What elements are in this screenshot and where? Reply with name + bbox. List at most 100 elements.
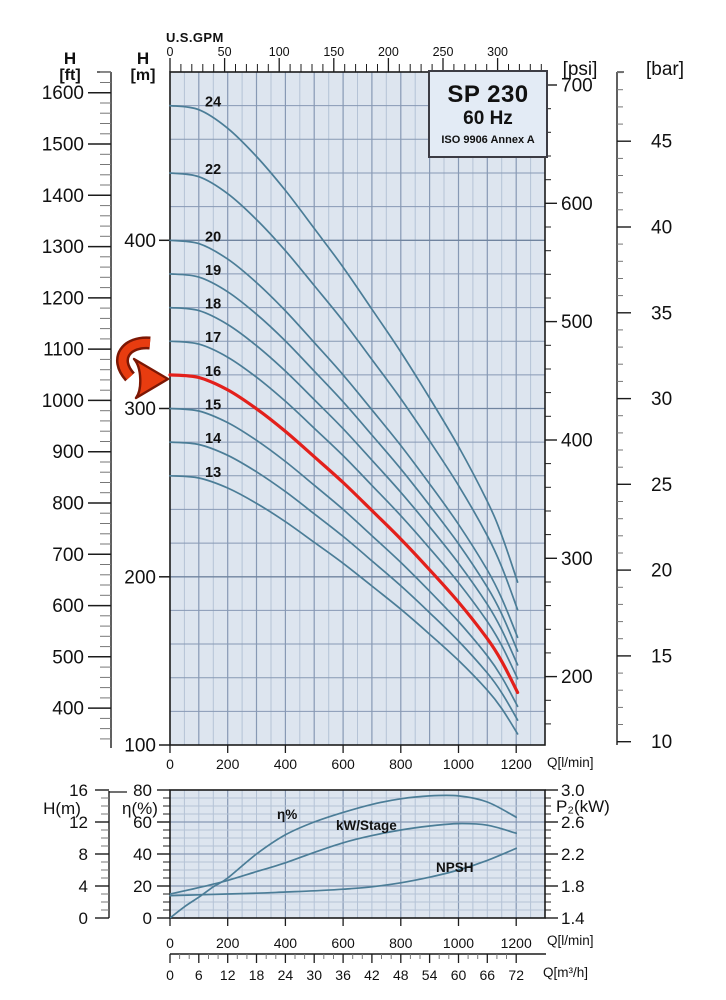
- main-lmin-tick-label: 400: [274, 756, 298, 772]
- flow-lmin-axis-label: Q[l/min]: [547, 755, 594, 770]
- hm-tick-label: 0: [79, 909, 88, 928]
- pump-curve-19-stages: [169, 273, 519, 652]
- hm-tick-label: 8: [79, 845, 88, 864]
- bar-tick-label: 10: [651, 732, 672, 753]
- perf-lmin-tick-label: 200: [216, 935, 240, 951]
- ft-tick-label: 600: [52, 596, 84, 617]
- psi-tick-label: 400: [561, 431, 593, 452]
- gpm-tick-label: 250: [433, 45, 454, 59]
- us-gpm-axis-header: U.S.GPM: [166, 30, 224, 45]
- perf-lmin-tick-label: 400: [274, 935, 298, 951]
- test-standard: ISO 9906 Annex A: [441, 134, 535, 146]
- main-lmin-tick-label: 600: [331, 756, 355, 772]
- perf-lmin-tick-label: 1000: [443, 935, 474, 951]
- npsh-curve: [169, 847, 518, 897]
- stage-label-22: 22: [205, 162, 221, 178]
- main-lmin-tick-label: 800: [389, 756, 413, 772]
- bar-tick-label: 40: [651, 218, 672, 239]
- m3h-tick-label: 60: [451, 967, 467, 983]
- flow-m3h-axis-label: Q[m³/h]: [543, 965, 589, 980]
- psi-axis-header: [psi]: [562, 59, 598, 80]
- main-lmin-tick-label: 200: [216, 756, 240, 772]
- perf-lmin-tick-label: 600: [331, 935, 355, 951]
- bar-tick-label: 45: [651, 132, 672, 153]
- psi-tick-label: 700: [561, 76, 593, 97]
- psi-tick-label: 200: [561, 667, 593, 688]
- m3h-tick-label: 24: [278, 967, 294, 983]
- ft-tick-label: 1100: [43, 340, 84, 361]
- ft-tick-label: 1000: [42, 391, 84, 412]
- kw-per-stage-curve-label: kW/Stage: [336, 818, 397, 833]
- bar-tick-label: 35: [651, 303, 672, 324]
- pump-frequency: 60 Hz: [463, 108, 513, 129]
- ft-tick-label: 1200: [42, 288, 84, 309]
- pump-curve-24-stages: [169, 104, 519, 583]
- efficiency-axis-header: η(%): [122, 799, 158, 818]
- head-symbol: H: [63, 49, 77, 68]
- power-axis-header: P₂(kW): [556, 797, 610, 816]
- hm-tick-label: 4: [79, 877, 88, 896]
- m3h-tick-label: 0: [166, 967, 174, 983]
- head-ft-unit: [ft]: [59, 67, 81, 85]
- m-tick-label: 300: [124, 399, 156, 420]
- ft-tick-label: 1400: [42, 186, 84, 207]
- main-lmin-tick-label: 1200: [501, 756, 532, 772]
- ft-tick-label: 400: [52, 699, 84, 720]
- hm-tick-label: 12: [69, 813, 88, 832]
- ft-tick-label: 800: [52, 494, 84, 515]
- pump-curve-16-stages: [168, 373, 520, 695]
- main-lmin-tick-label: 1000: [443, 756, 474, 772]
- ft-tick-label: 1300: [42, 237, 84, 258]
- perf-lmin-tick-label: 0: [166, 935, 174, 951]
- ft-tick-label: 900: [52, 442, 84, 463]
- efficiency-curve-label: η%: [277, 807, 298, 822]
- p2-tick-label: 1.4: [561, 909, 585, 928]
- npsh-curve-label: NPSH: [436, 860, 474, 875]
- ft-tick-label: 700: [52, 545, 84, 566]
- pump-curve-18-stages: [169, 306, 519, 666]
- stage-label-17: 17: [205, 330, 221, 346]
- bar-tick-label: 25: [651, 475, 672, 496]
- m3h-tick-label: 48: [393, 967, 409, 983]
- bar-tick-label: 30: [651, 389, 672, 410]
- ft-tick-label: 500: [52, 647, 84, 668]
- pump-curve-17-stages: [169, 340, 519, 680]
- head-m-unit: [m]: [130, 67, 156, 85]
- perf-lmin-tick-label: 1200: [501, 935, 532, 951]
- m-tick-label: 200: [124, 567, 156, 588]
- highlight-arrow-head: [132, 357, 170, 400]
- kw-per-stage-curve: [169, 822, 518, 895]
- eta-tick-label: 60: [133, 813, 152, 832]
- gpm-tick-label: 300: [487, 45, 508, 59]
- eta-tick-label: 40: [133, 845, 152, 864]
- m-tick-label: 400: [124, 231, 156, 252]
- main-lmin-tick-label: 0: [166, 756, 174, 772]
- bar-tick-label: 15: [651, 646, 672, 667]
- hm-tick-label: 16: [69, 781, 88, 800]
- stage-label-19: 19: [205, 263, 221, 279]
- m-tick-label: 100: [124, 736, 156, 757]
- p2-tick-label: 2.6: [561, 813, 585, 832]
- eta-tick-label: 80: [133, 781, 152, 800]
- gpm-tick-label: 50: [218, 45, 232, 59]
- eta-tick-label: 0: [143, 909, 152, 928]
- m3h-tick-label: 66: [480, 967, 496, 983]
- head-ft-axis-header: H [ft]: [40, 49, 100, 85]
- m3h-tick-label: 30: [306, 967, 322, 983]
- pump-curve-13-stages: [169, 474, 519, 735]
- m3h-tick-label: 6: [195, 967, 203, 983]
- stage-label-16: 16: [205, 364, 221, 380]
- stage-label-15: 15: [205, 398, 221, 414]
- pump-curve-20-stages: [169, 239, 519, 639]
- p2-tick-label: 2.2: [561, 845, 585, 864]
- p2-tick-label: 1.8: [561, 877, 585, 896]
- psi-tick-label: 300: [561, 549, 593, 570]
- gpm-tick-label: 100: [269, 45, 290, 59]
- gpm-tick-label: 0: [167, 45, 174, 59]
- gpm-tick-label: 150: [323, 45, 344, 59]
- npsh-head-axis-header: H(m): [43, 799, 81, 818]
- perf-lmin-tick-label: 800: [389, 935, 413, 951]
- title-box: SP 230 60 Hz ISO 9906 Annex A: [428, 70, 548, 158]
- bar-axis-header: [bar]: [645, 59, 685, 80]
